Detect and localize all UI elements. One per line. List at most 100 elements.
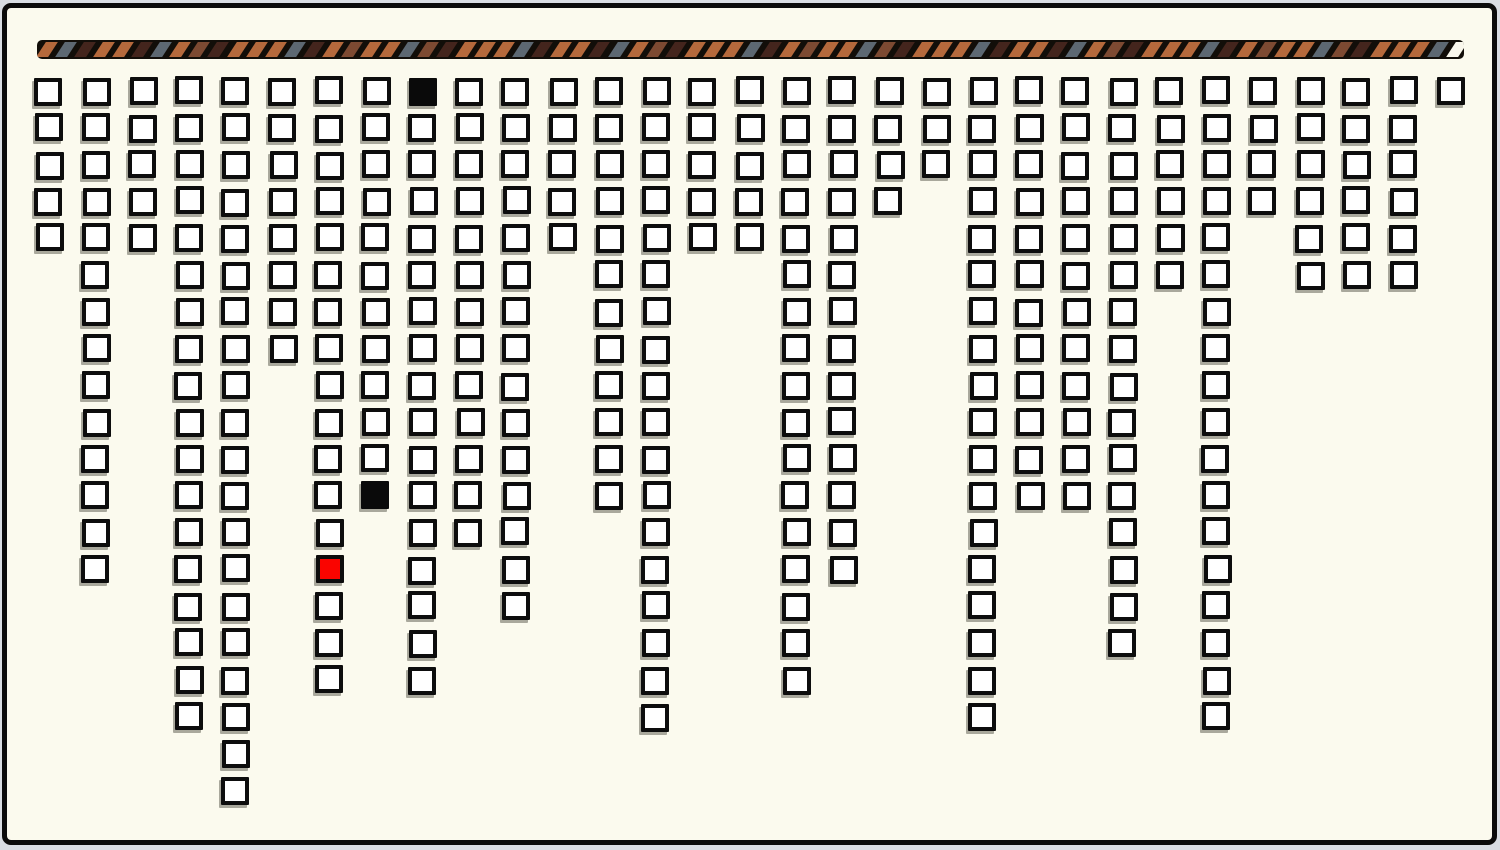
grid-square bbox=[782, 408, 811, 437]
grid-square bbox=[643, 480, 672, 509]
grid-square bbox=[736, 76, 765, 105]
grid-square bbox=[781, 188, 810, 217]
grid-square bbox=[82, 334, 111, 363]
grid-square bbox=[35, 151, 64, 180]
grid-square bbox=[1201, 76, 1230, 105]
grid-square bbox=[314, 261, 343, 289]
grid-square bbox=[408, 666, 437, 695]
grid-square bbox=[1062, 113, 1091, 142]
grid-square bbox=[221, 76, 250, 105]
grid-square bbox=[643, 224, 671, 252]
striped-bar bbox=[37, 40, 1464, 59]
grid-square bbox=[82, 113, 111, 142]
grid-square-highlight-black bbox=[409, 77, 438, 106]
grid-square bbox=[596, 186, 625, 215]
grid-square bbox=[127, 150, 156, 179]
grid-square bbox=[1201, 408, 1230, 437]
grid-square bbox=[175, 628, 204, 657]
grid-square bbox=[501, 333, 530, 362]
grid-square bbox=[314, 114, 343, 143]
grid-square bbox=[642, 112, 671, 141]
grid-square bbox=[1155, 77, 1184, 106]
grid-square bbox=[736, 223, 765, 252]
grid-square bbox=[1202, 666, 1231, 695]
grid-square bbox=[221, 554, 250, 583]
grid-square bbox=[455, 77, 484, 106]
grid-square bbox=[1109, 444, 1138, 473]
grid-square bbox=[1342, 261, 1371, 289]
grid-square bbox=[1248, 187, 1277, 216]
grid-square bbox=[782, 77, 811, 106]
grid-square bbox=[454, 224, 483, 253]
grid-square bbox=[407, 113, 436, 142]
grid-square bbox=[315, 223, 344, 251]
grid-square bbox=[828, 76, 857, 104]
grid-square bbox=[642, 76, 671, 105]
grid-square bbox=[1108, 482, 1137, 511]
grid-square bbox=[361, 149, 390, 178]
grid-square bbox=[502, 260, 531, 289]
grid-square bbox=[455, 370, 484, 399]
grid-square bbox=[1015, 334, 1044, 363]
grid-square bbox=[1436, 77, 1465, 106]
grid-square bbox=[594, 299, 623, 327]
grid-square bbox=[407, 372, 436, 401]
grid-square bbox=[501, 408, 530, 437]
grid-square bbox=[1296, 112, 1325, 141]
grid-square bbox=[1389, 261, 1418, 289]
grid-square bbox=[1202, 223, 1231, 252]
grid-square bbox=[830, 555, 858, 584]
grid-square bbox=[268, 261, 297, 290]
grid-square bbox=[314, 480, 343, 509]
grid-square bbox=[828, 261, 857, 290]
grid-square bbox=[548, 113, 577, 142]
grid-square bbox=[1155, 149, 1184, 178]
grid-square bbox=[222, 740, 251, 769]
grid-square bbox=[1014, 224, 1043, 253]
grid-square bbox=[1110, 224, 1139, 253]
grid-square bbox=[82, 187, 111, 216]
grid-square bbox=[1157, 186, 1185, 215]
grid-square bbox=[1202, 114, 1231, 142]
grid-square bbox=[642, 150, 671, 179]
grid-square bbox=[315, 76, 344, 105]
grid-square bbox=[1016, 482, 1045, 511]
grid-square bbox=[454, 444, 483, 473]
grid-square bbox=[1202, 150, 1231, 179]
grid-square bbox=[502, 591, 531, 620]
grid-square bbox=[408, 333, 437, 362]
grid-square bbox=[220, 445, 249, 474]
grid-square bbox=[315, 151, 344, 180]
grid-square bbox=[1110, 260, 1139, 289]
grid-square bbox=[1297, 261, 1325, 290]
grid-square bbox=[687, 187, 716, 216]
grid-square bbox=[829, 150, 858, 179]
grid-square bbox=[874, 114, 903, 143]
grid-square bbox=[967, 555, 996, 584]
grid-square bbox=[595, 150, 624, 178]
grid-square bbox=[594, 114, 623, 143]
grid-square bbox=[268, 114, 297, 143]
grid-square bbox=[82, 408, 111, 437]
grid-square bbox=[268, 224, 297, 253]
grid-square bbox=[1015, 259, 1044, 288]
grid-square bbox=[501, 445, 530, 474]
grid-square bbox=[407, 556, 436, 585]
grid-square-highlight-red bbox=[316, 554, 344, 583]
grid-square bbox=[1342, 150, 1371, 179]
grid-square bbox=[1015, 298, 1044, 327]
grid-square bbox=[641, 186, 670, 215]
grid-square bbox=[642, 297, 671, 326]
grid-square bbox=[175, 261, 204, 289]
grid-square bbox=[315, 334, 344, 363]
grid-square bbox=[1202, 371, 1231, 399]
grid-square bbox=[1203, 554, 1232, 583]
grid-square bbox=[736, 113, 765, 142]
grid-square bbox=[222, 335, 251, 364]
grid-square bbox=[174, 372, 203, 401]
grid-square bbox=[175, 409, 204, 438]
grid-square bbox=[315, 629, 344, 658]
grid-square bbox=[1389, 188, 1418, 216]
grid-square bbox=[269, 334, 298, 363]
grid-square bbox=[1015, 446, 1043, 475]
